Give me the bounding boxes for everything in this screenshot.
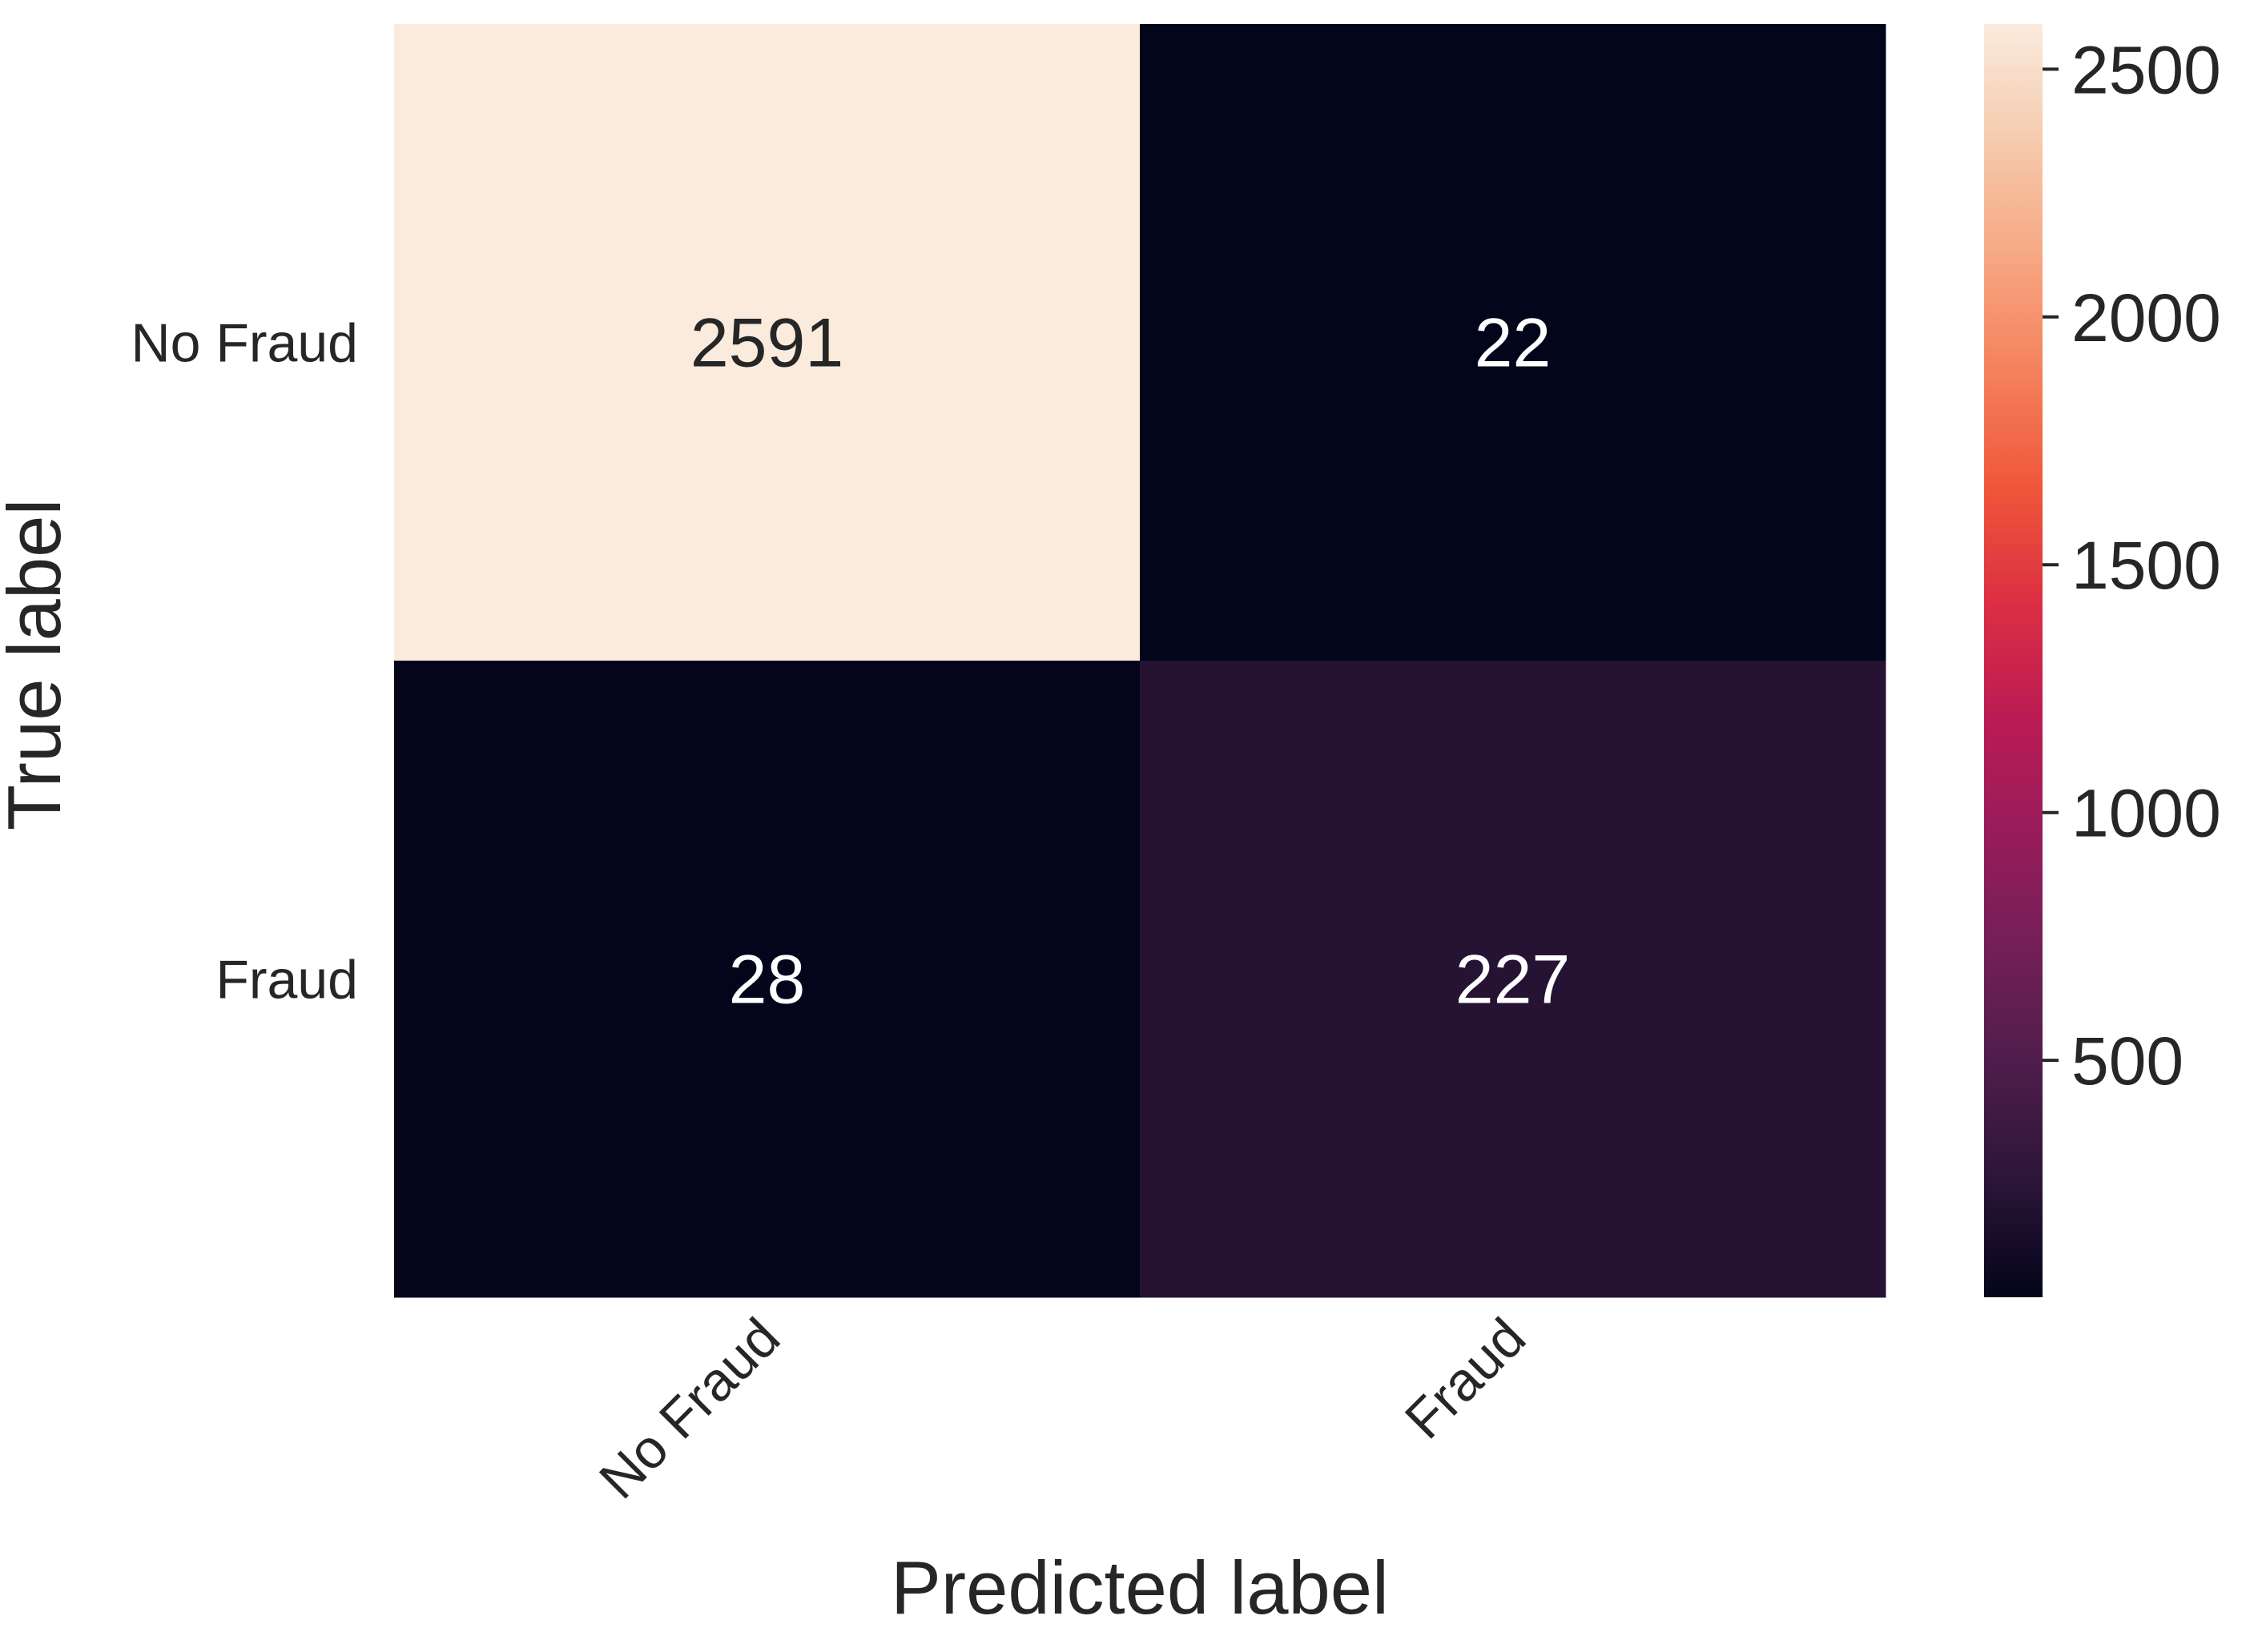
x-tick-label: No Fraud <box>588 1307 791 1510</box>
cell-value-label: 2591 <box>690 305 843 382</box>
heatmap-cells <box>394 24 1886 1298</box>
cell-value-label: 28 <box>729 942 806 1019</box>
colorbar-tick-label: 1000 <box>2071 776 2221 851</box>
heatmap-cell <box>394 24 1141 661</box>
cell-annotations: 2591 22 28 227 <box>690 305 1570 1019</box>
colorbar-tick-label: 500 <box>2071 1023 2184 1099</box>
y-tick-labels: No Fraud Fraud <box>131 313 358 1011</box>
heatmap-cell <box>394 661 1141 1298</box>
colorbar-tick-label: 2500 <box>2071 32 2221 107</box>
x-tick-labels: No Fraud Fraud <box>588 1307 1537 1510</box>
cell-value-label: 22 <box>1475 305 1552 382</box>
heatmap-cell <box>1140 24 1886 661</box>
colorbar <box>1984 24 2043 1297</box>
y-tick-label: Fraud <box>215 950 358 1011</box>
cell-value-label: 227 <box>1455 942 1571 1019</box>
colorbar-tick-label: 1500 <box>2071 528 2221 603</box>
colorbar-tick-label: 2000 <box>2071 280 2221 356</box>
heatmap-cell <box>1140 661 1886 1298</box>
x-axis-label: Predicted label <box>891 1545 1389 1630</box>
y-tick-label: No Fraud <box>131 313 358 374</box>
y-axis-label: True label <box>0 499 76 831</box>
x-tick-label: Fraud <box>1394 1307 1537 1450</box>
colorbar-ticks: 500 1000 1500 2000 2500 <box>2043 32 2221 1099</box>
